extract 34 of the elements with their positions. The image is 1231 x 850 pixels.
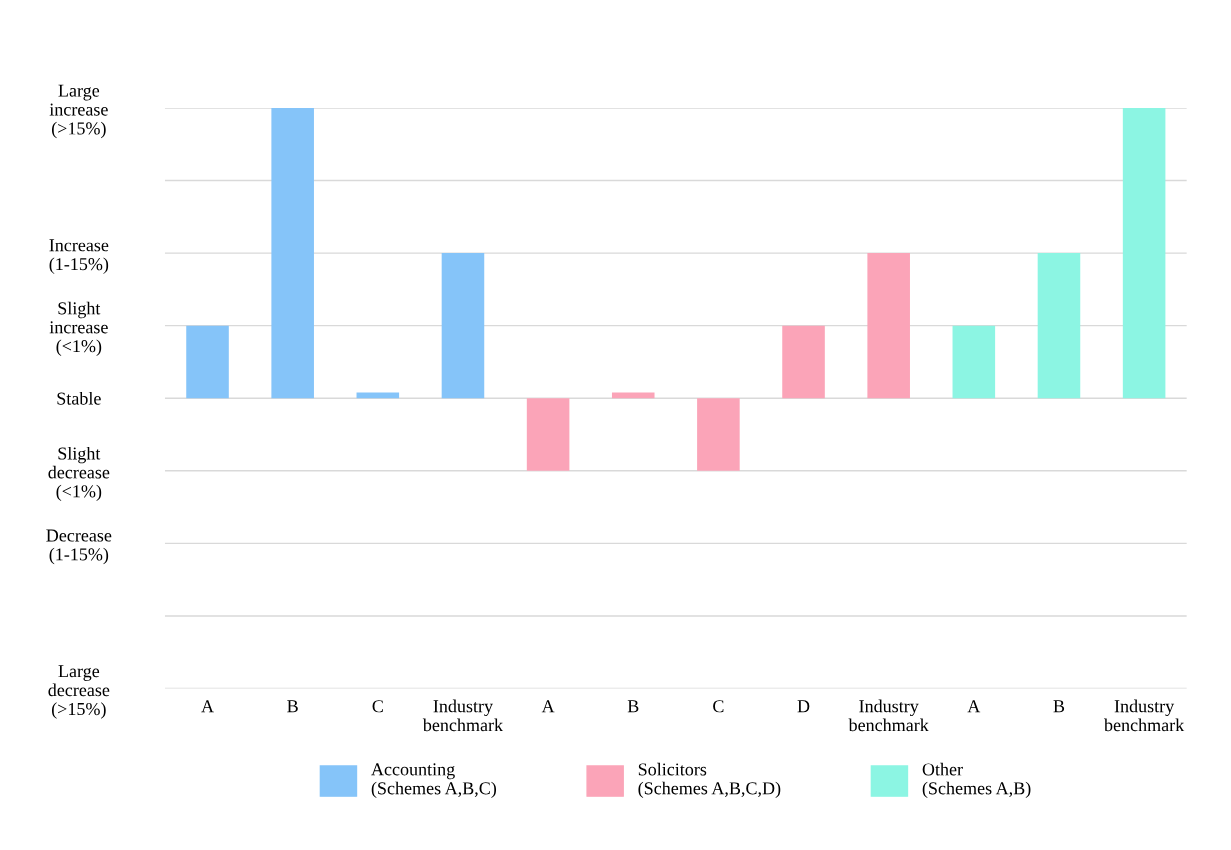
bar bbox=[271, 107, 314, 399]
category-label: Slight increase (<1%) bbox=[49, 301, 108, 356]
category-label: Increase (1-15%) bbox=[49, 239, 109, 274]
bar bbox=[697, 398, 740, 471]
x-tick-label: A bbox=[201, 700, 214, 713]
category-label: Stable bbox=[57, 391, 101, 405]
bar bbox=[782, 325, 825, 399]
bar bbox=[441, 253, 485, 399]
x-tick-label: C bbox=[372, 700, 383, 713]
legend-label: Other (Schemes A,B) bbox=[922, 762, 1031, 799]
legend-label: Solicitors (Schemes A,B,C,D) bbox=[638, 762, 781, 799]
bar bbox=[952, 325, 996, 399]
category-label: Large decrease (>15%) bbox=[48, 665, 110, 719]
x-tick-label: A bbox=[541, 700, 555, 713]
category-label: Decrease (1-15%) bbox=[46, 529, 112, 565]
bar bbox=[186, 325, 229, 399]
x-tick-label: B bbox=[287, 700, 298, 713]
x-tick-label: D bbox=[797, 700, 810, 713]
bar bbox=[1037, 253, 1081, 399]
x-tick-label: B bbox=[627, 700, 639, 713]
bar bbox=[526, 398, 570, 471]
bar bbox=[867, 253, 910, 399]
x-tick-label: Industry benchmark bbox=[848, 699, 929, 732]
legend-label: Accounting (Schemes A,B,C) bbox=[371, 763, 497, 799]
x-tick-label: C bbox=[713, 700, 724, 713]
bar bbox=[356, 392, 400, 399]
x-tick-label: Industry benchmark bbox=[422, 699, 504, 732]
bar bbox=[1122, 107, 1166, 399]
x-tick-label: B bbox=[1053, 700, 1065, 713]
bar bbox=[611, 392, 655, 399]
category-label: Slight decrease (<1%) bbox=[48, 446, 110, 502]
x-tick-label: Industry benchmark bbox=[1104, 699, 1185, 732]
x-tick-label: A bbox=[967, 700, 981, 713]
category-label: Large increase (>15%) bbox=[49, 84, 108, 139]
